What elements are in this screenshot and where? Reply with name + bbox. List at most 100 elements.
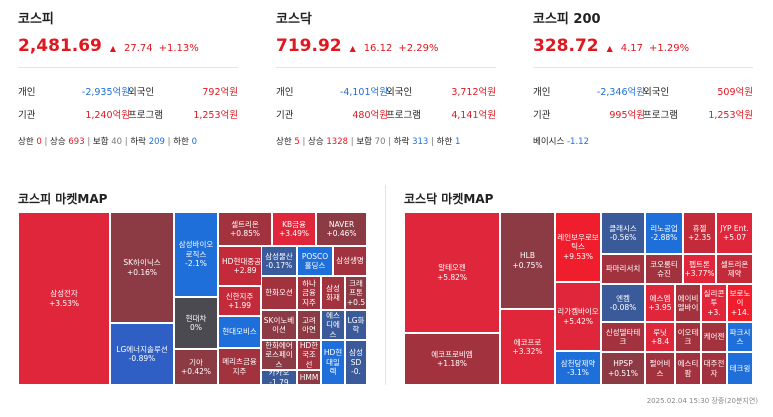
basis-label: 베이시스 — [533, 137, 565, 147]
stock-name: 기아 — [189, 357, 203, 367]
treemap-cell[interactable]: 에스티팜 — [675, 352, 701, 385]
treemap-cell[interactable]: 신한지주 +1.99 — [218, 286, 261, 316]
index-price: 2,481.69 ▲ 27.74 +1.13% — [18, 36, 199, 56]
treemap-cell[interactable]: 한화에어로스페이스 — [261, 340, 297, 370]
stock-name: NAVER — [328, 219, 355, 229]
treemap-cell[interactable]: KB금융 +3.49% — [272, 212, 316, 246]
stock-change: +2.35 — [688, 233, 711, 242]
treemap-cell[interactable]: 삼성바이오로직스 -2.1% — [174, 212, 218, 297]
treemap-cell[interactable]: 리가켐바이오 +5.42% — [555, 282, 601, 351]
treemap-cell[interactable]: HD한국조선 — [297, 340, 321, 370]
treemap-cell[interactable]: HPSP +0.51% — [601, 352, 645, 385]
treemap-cell[interactable]: HLB +0.75% — [500, 212, 555, 309]
treemap-cell[interactable]: 보로노이 +14. — [727, 284, 753, 322]
treemap-cell[interactable]: LG에너지솔루션 -0.89% — [110, 323, 174, 385]
treemap-cell[interactable]: 고려아연 — [297, 310, 321, 340]
stock-name: 고려아연 — [302, 315, 316, 335]
treemap-cell[interactable]: 삼성생명 — [333, 246, 367, 276]
treemap-cell[interactable]: 에코프로 +3.32% — [500, 309, 555, 385]
stock-change: -0.08% — [609, 303, 637, 312]
treemap-cell[interactable]: 에코프로비엠 +1.18% — [404, 333, 500, 385]
treemap-cell[interactable]: 펄어비스 — [645, 352, 675, 385]
treemap-cell[interactable]: 이오테크 — [675, 322, 701, 352]
treemap-cell[interactable]: 엔켐 -0.08% — [601, 284, 645, 322]
index-name[interactable]: 코스피 — [18, 12, 54, 27]
treemap-cell[interactable]: LG화학 — [345, 310, 367, 340]
treemap-cell[interactable]: 테크윙 — [727, 352, 753, 385]
investor-value: 4,141억원 — [451, 110, 496, 121]
stock-name: 셀트리온 — [231, 219, 259, 229]
investor-value: -2,935억원 — [81, 87, 130, 98]
treemap-cell[interactable]: 하나금융지주 — [297, 276, 321, 310]
treemap-cell[interactable]: 셀트리온 +0.85% — [218, 212, 272, 246]
treemap-cell[interactable]: 리노공업 -2.88% — [645, 212, 683, 254]
treemap-cell[interactable]: 삼천당제약 -3.1% — [555, 351, 601, 385]
investor-value: 792억원 — [202, 87, 238, 98]
treemap-cell[interactable]: 파마리서치 — [601, 254, 645, 284]
stock-name: 하나금융지주 — [302, 278, 316, 307]
treemap-cell[interactable]: 에이비엘바이 — [675, 284, 701, 322]
investor-label: 개인 — [18, 87, 36, 98]
treemap-cell[interactable]: 삼성SD -0. — [345, 340, 367, 385]
stock-change: +0.46% — [326, 229, 357, 238]
stock-name: LG화학 — [347, 315, 365, 335]
stock-change: +5.07 — [723, 233, 746, 242]
stock-change: -0. — [351, 367, 361, 377]
treemap-cell[interactable]: 케어젠 — [701, 322, 727, 352]
index-name[interactable]: 코스피 200 — [533, 12, 601, 27]
treemap-cell[interactable]: 파크시스 — [727, 322, 753, 352]
stock-change: +3.77% — [684, 269, 715, 278]
stock-name: 삼성전자 — [50, 289, 78, 298]
investor-row: 개인 -4,101억원 외국인 3,712억원 — [276, 84, 496, 98]
treemap-cell[interactable]: 알테오젠 +5.82% — [404, 212, 500, 333]
treemap-cell[interactable]: HD현대일렉 — [321, 340, 345, 385]
treemap-cell[interactable]: 루닛 +8.4 — [645, 322, 675, 352]
stock-change: +3.95 — [648, 303, 672, 312]
treemap-cell[interactable]: 삼성물산 -0.17% — [261, 246, 297, 276]
stock-change: +8.4 — [650, 337, 670, 346]
treemap-cell[interactable]: 대주전자 — [701, 352, 727, 385]
treemap-cell[interactable]: 셀트리온제약 — [716, 254, 753, 284]
stock-name: 테크윙 — [729, 363, 751, 373]
treemap-cell[interactable]: 현대차 0% — [174, 297, 218, 349]
treemap-cell[interactable]: 펩트론 +3.77% — [683, 254, 716, 284]
treemap-cell[interactable]: JYP Ent. +5.07 — [716, 212, 753, 254]
treemap-cell[interactable]: 클래시스 -0.56% — [601, 212, 645, 254]
up-triangle-icon: ▲ — [349, 44, 356, 53]
market-breadth: 상한 5 | 상승 1328 | 보합 70 | 하락 313 | 하한 1 — [276, 137, 461, 147]
treemap-cell[interactable]: 코오롱티슈진 — [645, 254, 683, 284]
stock-change: +9.53% — [562, 251, 594, 261]
stock-name: 파크시스 — [729, 327, 751, 347]
stock-name: 코오롱티슈진 — [650, 259, 678, 279]
treemap-cell[interactable]: 에스엠 +3.95 — [645, 284, 675, 322]
treemap-cell[interactable]: SK이노베이션 — [261, 310, 297, 340]
treemap-cell[interactable]: SK하이닉스 +0.16% — [110, 212, 174, 323]
stock-name: 루닛 — [653, 327, 667, 337]
stock-name: 대주전자 — [703, 359, 725, 378]
investor-label: 프로그램 — [643, 110, 678, 121]
treemap-cell[interactable]: 실리콘투 +3. — [701, 284, 727, 322]
stock-name: 현대모비스 — [222, 327, 257, 337]
treemap-cell[interactable]: 현대모비스 — [218, 316, 261, 348]
treemap-cell[interactable]: 휴젤 +2.35 — [683, 212, 716, 254]
treemap-cell[interactable]: 삼성에스디에스-0.9 — [321, 310, 345, 340]
treemap-cell[interactable]: 삼성전자 +3.53% — [18, 212, 110, 385]
treemap-cell[interactable]: 레인보우로보틱스 +9.53% — [555, 212, 601, 282]
treemap-cell[interactable]: 신성델타테크 — [601, 322, 645, 352]
treemap-cell[interactable]: POSCO홀딩스 — [297, 246, 333, 276]
treemap-cell[interactable]: 크래프톤 +0.5 — [345, 276, 367, 310]
index-name[interactable]: 코스닥 — [276, 12, 312, 27]
stock-name: 삼성화재 — [326, 283, 340, 303]
separator — [18, 67, 238, 68]
stock-name: 메리츠금융지주 — [222, 357, 257, 376]
treemap-cell[interactable]: NAVER +0.46% — [316, 212, 367, 246]
treemap-cell[interactable]: 삼성화재 — [321, 276, 345, 310]
treemap-cell[interactable]: HMM — [297, 370, 321, 385]
treemap-cell[interactable]: 한화오션 — [261, 276, 297, 310]
treemap-cell[interactable]: 기아 +0.42% — [174, 349, 218, 385]
treemap-cell[interactable]: 메리츠금융지주 — [218, 348, 261, 385]
stock-name: LG에너지솔루션 — [116, 344, 168, 354]
treemap-cell[interactable]: 카카오 -1.79 — [261, 370, 297, 385]
basis-row: 베이시스 -1.12 — [533, 135, 589, 147]
stock-change: +0.42% — [180, 367, 212, 376]
